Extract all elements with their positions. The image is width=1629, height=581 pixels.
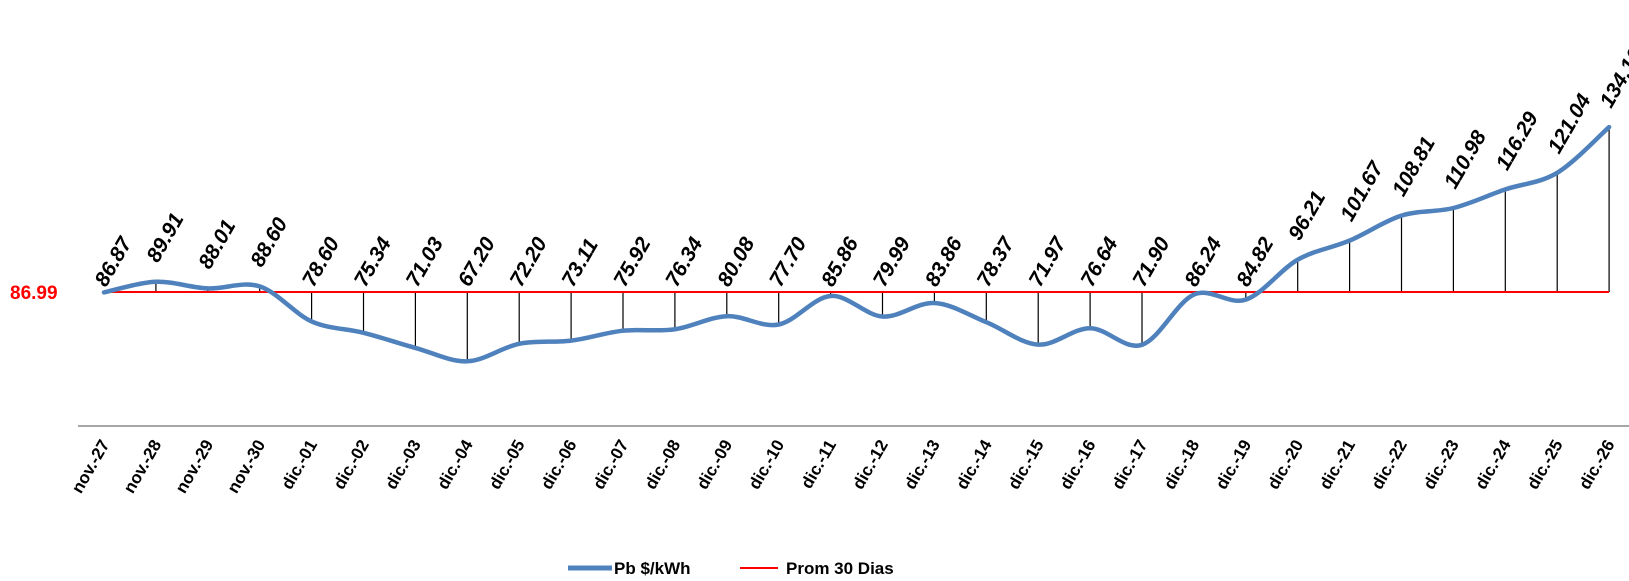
x-tick-label: dic.-11 <box>797 437 840 492</box>
data-label: 78.60 <box>298 233 344 290</box>
data-label: 86.24 <box>1180 233 1226 290</box>
data-label: 134.10 <box>1596 44 1629 111</box>
data-label: 85.86 <box>817 233 863 290</box>
data-label: 110.98 <box>1440 126 1491 192</box>
x-tick-label: dic.-21 <box>1316 437 1359 493</box>
average-value-label: 86.99 <box>10 283 58 304</box>
legend-label-pb: Pb $/kWh <box>614 559 691 578</box>
data-label: 71.90 <box>1128 233 1174 290</box>
x-tick-label: dic.-01 <box>278 437 321 493</box>
data-label: 86.87 <box>90 232 137 290</box>
data-label: 71.97 <box>1025 232 1072 290</box>
data-label: 76.34 <box>661 233 707 290</box>
x-tick-label: dic.-02 <box>330 437 373 493</box>
data-label: 116.29 <box>1492 108 1543 174</box>
x-tick-label: dic.-09 <box>693 437 736 493</box>
data-label: 78.37 <box>973 232 1020 290</box>
data-label: 101.67 <box>1336 157 1389 225</box>
x-tick-label: dic.-04 <box>433 436 477 493</box>
x-tick-label: dic.-24 <box>1471 436 1515 493</box>
data-label: 88.60 <box>246 214 292 271</box>
x-tick-label: dic.-17 <box>1108 437 1151 493</box>
x-tick-label: dic.-12 <box>849 437 892 493</box>
x-tick-label: nov.-28 <box>120 437 166 497</box>
legend-label-avg: Prom 30 Dias <box>786 559 894 578</box>
x-tick-label: dic.-06 <box>537 437 580 493</box>
data-label: 77.70 <box>765 233 811 290</box>
x-tick-label: dic.-19 <box>1212 437 1255 493</box>
data-label: 71.03 <box>402 233 448 290</box>
data-label: 73.11 <box>558 235 603 291</box>
data-label: 75.34 <box>350 233 396 290</box>
x-tick-label: dic.-15 <box>1004 437 1047 493</box>
x-tick-label: dic.-23 <box>1419 437 1462 493</box>
data-label: 96.21 <box>1284 187 1330 244</box>
series-line-pb <box>101 124 1612 364</box>
x-tick-label: dic.-08 <box>641 437 684 493</box>
x-tick-label: dic.-14 <box>952 436 996 493</box>
x-tick-label: nov.-29 <box>172 437 218 497</box>
x-tick-label: dic.-25 <box>1523 437 1566 493</box>
data-label: 76.64 <box>1077 233 1123 290</box>
data-label: 83.86 <box>921 233 967 290</box>
x-tick-label: nov.-30 <box>224 437 270 497</box>
x-tick-label: nov.-27 <box>68 437 114 497</box>
x-tick-labels: nov.-27 nov.-28 nov.-29 nov.-30 dic.-01 dic.-… <box>68 436 1619 496</box>
legend: Pb $/kWh Prom 30 Dias <box>568 559 894 578</box>
x-tick-label: dic.-16 <box>1056 437 1099 493</box>
data-label: 89.91 <box>142 209 188 266</box>
data-label: 72.20 <box>506 233 552 290</box>
x-tick-label: dic.-13 <box>900 437 943 493</box>
data-label: 80.08 <box>713 233 759 290</box>
x-tick-label: dic.-20 <box>1264 437 1307 493</box>
x-tick-label: dic.-22 <box>1368 437 1411 493</box>
x-tick-label: dic.-07 <box>589 437 632 493</box>
data-label: 79.99 <box>869 233 915 290</box>
data-label: 75.92 <box>609 233 655 290</box>
x-tick-label: dic.-03 <box>381 437 424 493</box>
x-tick-label: dic.-26 <box>1575 437 1618 493</box>
x-tick-label: dic.-18 <box>1160 437 1203 493</box>
x-tick-label: dic.-05 <box>485 437 528 493</box>
drop-lines <box>155 127 1610 362</box>
data-label: 108.81 <box>1388 133 1440 200</box>
data-label: 67.20 <box>454 233 500 290</box>
data-labels: 86.87 89.91 88.01 88.60 78.60 75.34 71.03 67.20… <box>90 44 1629 290</box>
x-tick-label: dic.-10 <box>745 437 788 493</box>
data-label: 88.01 <box>194 216 240 273</box>
